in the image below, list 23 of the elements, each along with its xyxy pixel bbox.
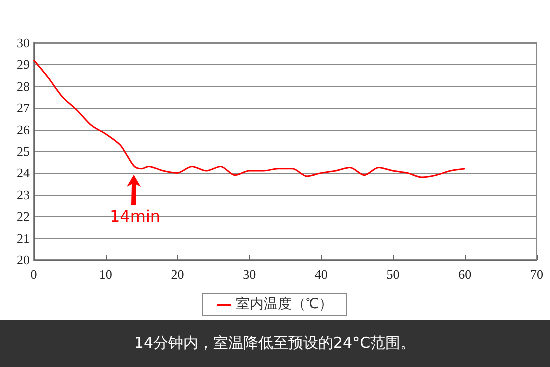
line-series <box>33 60 466 178</box>
x-tick-label: 50 <box>386 267 400 282</box>
y-tick-label: 27 <box>17 100 30 116</box>
text: 14分钟内，室温降低至预设的24°C范围。 <box>0 320 550 367</box>
y-tick-label: 24 <box>17 166 30 181</box>
y-tick-label: 20 <box>17 252 30 268</box>
y-tick-label: 25 <box>17 144 30 159</box>
x-tick-label: 0 <box>30 267 38 282</box>
y-tick-label: 26 <box>17 122 30 138</box>
y-tick-label: 29 <box>17 57 30 72</box>
y-tick-label: 28 <box>17 78 30 94</box>
legend-label: 室内温度（℃） <box>236 296 333 312</box>
x-tick-label: 60 <box>458 267 472 282</box>
x-tick-label: 70 <box>530 267 544 282</box>
y-tick-label: 21 <box>17 230 30 246</box>
x-tick-label: 30 <box>243 267 256 282</box>
x-tick-label: 20 <box>171 267 184 282</box>
y-tick-label: 23 <box>17 187 30 202</box>
y-tick-label: 22 <box>17 209 30 224</box>
y-tick-label: 30 <box>17 36 30 50</box>
x-tick-label: 40 <box>314 267 328 282</box>
x-tick-label: 10 <box>99 267 112 282</box>
annotation: 14min <box>110 207 161 226</box>
